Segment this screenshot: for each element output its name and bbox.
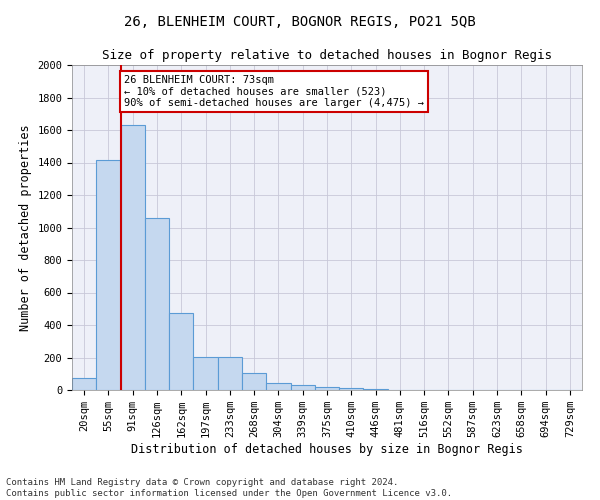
Bar [266, 382, 290, 390]
Bar [218, 356, 242, 390]
Bar [96, 160, 121, 390]
Bar [290, 385, 315, 390]
X-axis label: Distribution of detached houses by size in Bognor Regis: Distribution of detached houses by size … [131, 443, 523, 456]
Bar [315, 387, 339, 390]
Bar [364, 389, 388, 390]
Bar [242, 373, 266, 390]
Bar [169, 313, 193, 390]
Bar [193, 356, 218, 390]
Bar [145, 218, 169, 390]
Bar [72, 378, 96, 390]
Text: Contains HM Land Registry data © Crown copyright and database right 2024.
Contai: Contains HM Land Registry data © Crown c… [6, 478, 452, 498]
Bar [339, 388, 364, 390]
Text: 26 BLENHEIM COURT: 73sqm
← 10% of detached houses are smaller (523)
90% of semi-: 26 BLENHEIM COURT: 73sqm ← 10% of detach… [124, 74, 424, 108]
Text: 26, BLENHEIM COURT, BOGNOR REGIS, PO21 5QB: 26, BLENHEIM COURT, BOGNOR REGIS, PO21 5… [124, 15, 476, 29]
Bar [121, 125, 145, 390]
Title: Size of property relative to detached houses in Bognor Regis: Size of property relative to detached ho… [102, 50, 552, 62]
Y-axis label: Number of detached properties: Number of detached properties [19, 124, 32, 331]
